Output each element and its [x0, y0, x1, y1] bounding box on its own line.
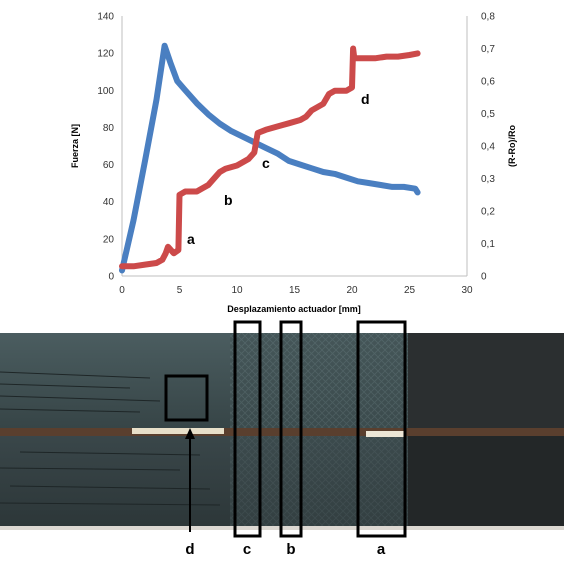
y-tick-label: 140: [97, 12, 114, 23]
delamination-streaks: [0, 371, 221, 506]
annotation-a: a: [187, 231, 195, 247]
specimen-bottom-weave: [230, 434, 408, 529]
force-series-line: [119, 42, 421, 274]
x-tick-label: 0: [119, 285, 125, 296]
y2-tick-label: 0,6: [481, 77, 495, 88]
y-tick-labels: 0 20 40 60 80 100 120 140: [97, 12, 114, 283]
photo-label-b: b: [286, 541, 295, 558]
x-tick-label: 15: [289, 285, 301, 296]
photo-label-d: d: [185, 541, 194, 558]
y-tick-label: 0: [108, 272, 114, 283]
annotation-d: d: [361, 91, 370, 107]
y2-tick-label: 0,7: [481, 44, 495, 55]
y2-tick-labels: 0 0,1 0,2 0,3 0,4 0,5 0,6 0,7 0,8: [481, 12, 495, 283]
x-tick-labels: 0 5 10 15 20 25 30: [119, 285, 473, 296]
y2-tick-label: 0,5: [481, 109, 495, 120]
arrow-d-head: [185, 428, 195, 439]
y-tick-label: 100: [97, 86, 114, 97]
y-tick-label: 20: [103, 234, 115, 245]
y2-tick-label: 0,1: [481, 239, 495, 250]
resistance-series-line: [119, 45, 421, 270]
y-axis-title: Fuerza [N]: [70, 124, 80, 168]
y2-tick-label: 0,4: [481, 142, 495, 153]
x-tick-label: 25: [404, 285, 416, 296]
region-box-d: [164, 374, 209, 422]
x-axis-title: Desplazamiento actuador [mm]: [227, 304, 361, 314]
y2-tick-label: 0,3: [481, 174, 495, 185]
y-tick-label: 40: [103, 197, 115, 208]
y2-axis-title: (R-Ro)/Ro: [507, 125, 517, 167]
specimen-right-dark-top: [408, 333, 564, 431]
annotation-b: b: [224, 192, 233, 208]
interface-light-strip-right: [366, 431, 406, 437]
annotation-c: c: [262, 155, 270, 171]
y-tick-label: 60: [103, 160, 115, 171]
specimen-right-dark-bottom: [408, 434, 564, 529]
y2-tick-label: 0,8: [481, 12, 495, 23]
y-tick-label: 120: [97, 49, 114, 60]
chart-series: [119, 42, 421, 274]
y2-tick-label: 0,2: [481, 207, 495, 218]
x-tick-label: 10: [231, 285, 243, 296]
region-box-b: [279, 320, 303, 538]
x-tick-label: 5: [177, 285, 183, 296]
photo-label-a: a: [377, 541, 386, 558]
x-tick-label: 20: [346, 285, 358, 296]
photo-label-c: c: [243, 541, 251, 558]
interface-light-strip-left: [132, 428, 224, 434]
region-box-c: [233, 320, 262, 538]
x-tick-label: 30: [461, 285, 473, 296]
y-tick-label: 80: [103, 123, 115, 134]
chart-axes: [121, 16, 468, 277]
region-box-a: [356, 320, 407, 538]
y2-tick-label: 0: [481, 272, 487, 283]
specimen-top-weave: [230, 333, 408, 431]
